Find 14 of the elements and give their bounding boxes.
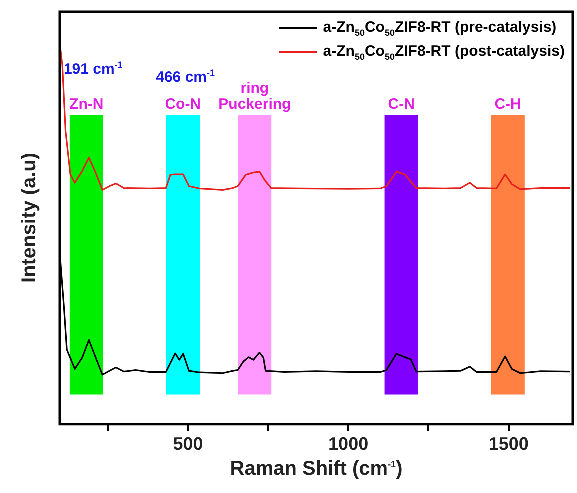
legend-label: a-Zn$_{50}$Co$_{50}$ZIF8-RT (pre-catalysis): [323, 18, 557, 38]
band-label: C-N: [388, 96, 415, 114]
band-label: Zn-N: [70, 96, 104, 114]
annotation: 191 cm$^{-1}$: [64, 60, 123, 78]
band-label: Co-N: [165, 96, 202, 114]
band-label: C-H: [494, 96, 522, 114]
x-tick-label: 1000: [328, 434, 369, 454]
annotation: 466 cm$^{-1}$: [156, 68, 216, 86]
x-tick-label: 500: [173, 434, 204, 454]
y-axis-title: Intensity (a.u): [18, 153, 40, 284]
x-tick-label: 1500: [488, 434, 529, 454]
x-axis-title: Raman Shift (cm$^{-1}$): [230, 458, 403, 480]
band-label: ring Puckering: [218, 80, 292, 113]
legend-label: a-Zn$_{50}$Co$_{50}$ZIF8-RT (post-catalysis): [323, 42, 565, 62]
